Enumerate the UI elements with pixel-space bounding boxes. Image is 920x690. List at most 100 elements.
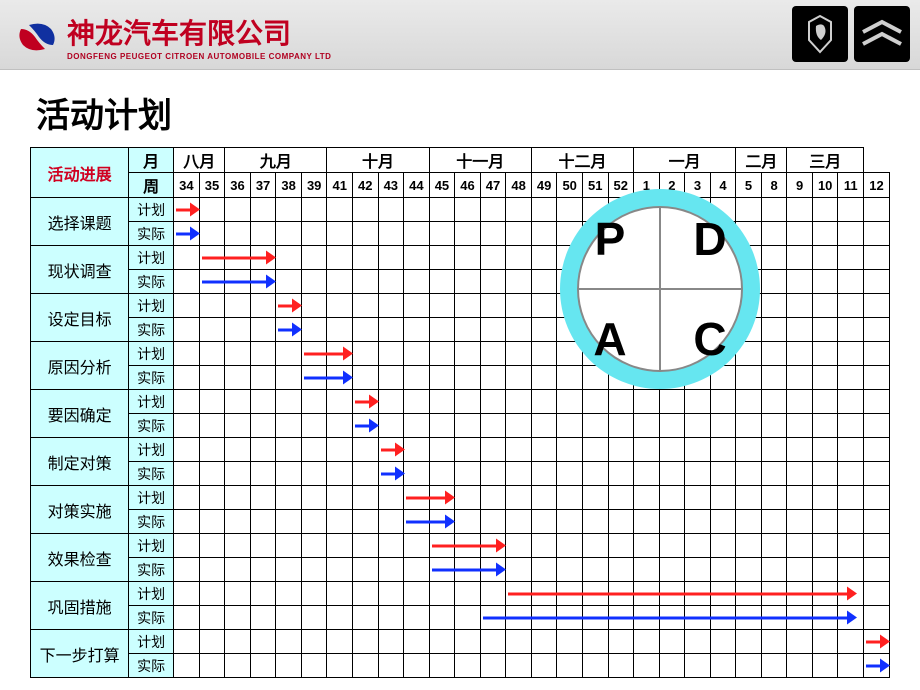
grid-cell xyxy=(710,630,736,654)
grid-cell xyxy=(838,198,864,222)
grid-cell xyxy=(838,486,864,510)
corner-cell: 活动进展 xyxy=(31,148,129,198)
grid-cell xyxy=(736,438,762,462)
grid-cell xyxy=(787,414,813,438)
grid-cell xyxy=(864,510,890,534)
month-cell: 十月 xyxy=(327,148,429,173)
grid-cell xyxy=(455,606,481,630)
grid-cell xyxy=(761,414,787,438)
grid-cell xyxy=(761,342,787,366)
grid-cell xyxy=(864,534,890,558)
grid-cell xyxy=(736,606,762,630)
grid-cell xyxy=(838,294,864,318)
grid-cell xyxy=(174,198,200,222)
week-cell: 10 xyxy=(812,173,838,198)
grid-cell xyxy=(301,414,327,438)
grid-cell xyxy=(199,222,225,246)
gantt-arrow xyxy=(176,232,191,235)
grid-cell xyxy=(327,582,353,606)
plan-label-cell: 计划 xyxy=(129,582,174,606)
grid-cell xyxy=(276,198,302,222)
month-cell: 十一月 xyxy=(429,148,531,173)
week-cell: 47 xyxy=(480,173,506,198)
company-name-text: 神龙汽车有限公司 xyxy=(67,12,331,52)
grid-cell xyxy=(404,630,430,654)
grid-cell xyxy=(864,294,890,318)
activity-row: 原因分析计划 xyxy=(31,342,890,366)
activity-row: 实际 xyxy=(31,366,890,390)
grid-cell xyxy=(736,654,762,678)
grid-cell xyxy=(506,270,532,294)
week-cell: 51 xyxy=(582,173,608,198)
grid-cell xyxy=(276,414,302,438)
activity-name-cell: 制定对策 xyxy=(31,438,129,486)
week-cell: 44 xyxy=(404,173,430,198)
grid-cell xyxy=(685,558,711,582)
grid-cell xyxy=(506,486,532,510)
week-cell: 5 xyxy=(736,173,762,198)
gantt-arrow xyxy=(355,400,370,403)
week-cell: 42 xyxy=(353,173,379,198)
grid-cell xyxy=(404,246,430,270)
grid-cell xyxy=(838,582,864,606)
month-cell: 八月 xyxy=(174,148,225,173)
grid-cell xyxy=(225,534,251,558)
grid-cell xyxy=(506,294,532,318)
grid-cell xyxy=(327,270,353,294)
grid-cell xyxy=(353,606,379,630)
grid-cell xyxy=(506,510,532,534)
grid-cell xyxy=(276,366,302,390)
activity-name-cell: 设定目标 xyxy=(31,294,129,342)
grid-cell xyxy=(634,606,660,630)
grid-cell xyxy=(608,390,634,414)
grid-cell xyxy=(455,510,481,534)
grid-cell xyxy=(838,510,864,534)
grid-cell xyxy=(250,630,276,654)
grid-cell xyxy=(378,222,404,246)
grid-cell xyxy=(787,318,813,342)
grid-cell xyxy=(353,270,379,294)
grid-cell xyxy=(557,198,583,222)
grid-cell xyxy=(659,582,685,606)
grid-cell xyxy=(174,654,200,678)
grid-cell xyxy=(710,534,736,558)
grid-cell xyxy=(301,366,327,390)
grid-cell xyxy=(225,438,251,462)
grid-cell xyxy=(736,462,762,486)
citroen-logo-icon xyxy=(854,6,910,62)
grid-cell xyxy=(864,582,890,606)
grid-cell xyxy=(353,294,379,318)
grid-cell xyxy=(480,534,506,558)
grid-cell xyxy=(582,462,608,486)
grid-cell xyxy=(812,582,838,606)
grid-cell xyxy=(736,534,762,558)
grid-cell xyxy=(480,582,506,606)
activity-row: 实际 xyxy=(31,462,890,486)
plan-label-cell: 计划 xyxy=(129,294,174,318)
grid-cell xyxy=(531,558,557,582)
grid-cell xyxy=(378,294,404,318)
grid-cell xyxy=(506,606,532,630)
grid-cell xyxy=(685,486,711,510)
grid-cell xyxy=(276,222,302,246)
grid-cell xyxy=(301,486,327,510)
grid-cell xyxy=(582,510,608,534)
activity-row: 设定目标计划 xyxy=(31,294,890,318)
grid-cell xyxy=(506,390,532,414)
grid-cell xyxy=(429,510,455,534)
grid-cell xyxy=(531,630,557,654)
grid-cell xyxy=(582,558,608,582)
grid-cell xyxy=(557,582,583,606)
grid-cell xyxy=(276,630,302,654)
grid-cell xyxy=(480,342,506,366)
grid-cell xyxy=(225,654,251,678)
week-cell: 49 xyxy=(531,173,557,198)
grid-cell xyxy=(353,222,379,246)
page-title: 活动计划 xyxy=(36,88,920,137)
grid-cell xyxy=(174,342,200,366)
grid-cell xyxy=(199,294,225,318)
grid-cell xyxy=(710,462,736,486)
grid-cell xyxy=(480,414,506,438)
grid-cell xyxy=(710,606,736,630)
grid-cell xyxy=(301,438,327,462)
